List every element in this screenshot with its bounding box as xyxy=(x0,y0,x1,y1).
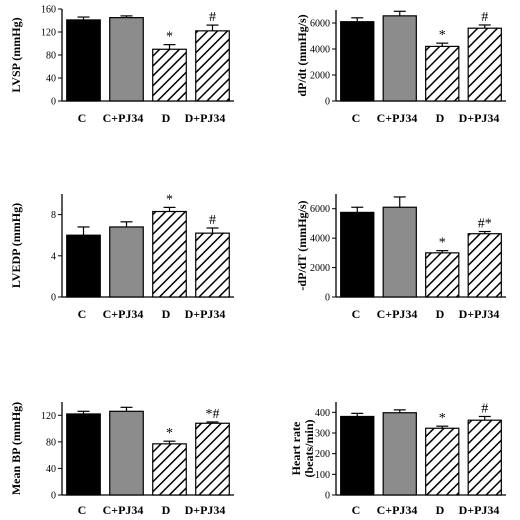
category-label: D xyxy=(162,307,171,321)
y-tick-label: 0 xyxy=(51,97,56,108)
y-tick-label: 0 xyxy=(325,491,330,502)
bar-d xyxy=(152,48,187,102)
bar-d-pj34 xyxy=(195,232,230,298)
bar-d-pj34 xyxy=(467,233,502,298)
category-label: D xyxy=(436,111,445,125)
significance-marker: * xyxy=(439,28,446,43)
panel-lvedp: 0 4 8 LVEDP (mmHg) C C+PJ34 * D # D+PJ34 xyxy=(9,192,234,321)
y-tick-label: 2000 xyxy=(310,263,330,274)
significance-marker: * xyxy=(439,411,446,426)
category-label: C xyxy=(78,111,87,125)
category-label: C xyxy=(352,307,361,321)
significance-marker: # xyxy=(209,10,216,25)
category-label: C+PJ34 xyxy=(377,111,418,125)
category-label: D+PJ34 xyxy=(459,307,500,321)
category-label: C xyxy=(78,503,87,517)
bar-d-pj34 xyxy=(195,422,230,496)
y-tick-label: 0 xyxy=(325,293,330,304)
y-tick-label: 2000 xyxy=(310,71,330,82)
y-tick-label: 0 xyxy=(51,293,56,304)
y-tick-label: 300 xyxy=(315,429,330,440)
bar-c-pj34 xyxy=(109,17,144,102)
bar-c xyxy=(340,211,375,298)
category-label: D+PJ34 xyxy=(459,503,500,517)
bar-c-pj34 xyxy=(109,410,144,496)
bar-d xyxy=(425,252,460,298)
y-axis-label: Heart rate xyxy=(289,421,303,475)
y-axis-label: dP/dt (mmHg/s) xyxy=(295,14,309,96)
y-tick-label: 4000 xyxy=(310,45,330,56)
bar-c-pj34 xyxy=(382,15,417,102)
y-tick-label: 160 xyxy=(41,5,56,16)
significance-marker: # xyxy=(481,10,488,25)
category-label: C+PJ34 xyxy=(377,307,418,321)
significance-marker: # xyxy=(481,401,488,416)
category-label: D xyxy=(162,111,171,125)
y-axis-label: (beats/min) xyxy=(302,420,316,478)
category-label: C+PJ34 xyxy=(103,111,144,125)
significance-marker: #* xyxy=(478,217,492,232)
significance-marker: * xyxy=(439,236,446,251)
bar-d xyxy=(425,45,460,102)
y-tick-label: 0 xyxy=(325,97,330,108)
bar-d xyxy=(152,443,187,496)
y-tick-label: 4000 xyxy=(310,234,330,245)
bar-d-pj34 xyxy=(195,30,230,102)
bar-c-pj34 xyxy=(382,412,417,496)
y-tick-label: 80 xyxy=(46,51,56,62)
y-tick-label: 0 xyxy=(51,491,56,502)
category-label: C+PJ34 xyxy=(103,307,144,321)
significance-marker: # xyxy=(209,213,216,228)
category-label: D xyxy=(436,503,445,517)
significance-marker: * xyxy=(166,30,173,45)
panel-meanbp: 0 40 80 120 Mean BP (mmHg) C C+PJ34 * D *# D+PJ34 xyxy=(9,402,234,517)
bar-c xyxy=(66,19,101,102)
category-label: C+PJ34 xyxy=(377,503,418,517)
category-label: C xyxy=(78,307,87,321)
category-label: C xyxy=(352,503,361,517)
bar-c-pj34 xyxy=(109,226,144,298)
bar-d-pj34 xyxy=(467,27,502,102)
bar-c xyxy=(66,234,101,298)
y-axis-label: LVSP (mmHg) xyxy=(9,17,23,92)
category-label: D xyxy=(436,307,445,321)
bar-c-pj34 xyxy=(382,206,417,298)
panel-minus_dpdt: 0 2000 4000 6000-dP/dT (mmHg/s) C C+PJ34 * D #* D… xyxy=(295,194,506,321)
category-label: D+PJ34 xyxy=(185,503,226,517)
category-label: C xyxy=(352,111,361,125)
y-tick-label: 6000 xyxy=(310,19,330,30)
y-tick-label: 80 xyxy=(46,437,56,448)
category-label: D+PJ34 xyxy=(459,111,500,125)
panel-lvsp: 0 40 80 120 160 LVSP (mmHg) C C+PJ34 * D # D+PJ34 xyxy=(9,5,234,125)
category-label: D+PJ34 xyxy=(185,307,226,321)
bar-d-pj34 xyxy=(467,419,502,496)
y-tick-label: 120 xyxy=(41,411,56,422)
y-tick-label: 120 xyxy=(41,28,56,39)
significance-marker: * xyxy=(166,192,173,207)
panel-heartrate: 0 100 200 300 400 Heart rate (beats/min) C C+PJ3… xyxy=(289,401,506,517)
bar-c xyxy=(340,415,375,496)
y-axis-label: -dP/dT (mmHg/s) xyxy=(295,200,309,290)
y-tick-label: 400 xyxy=(315,408,330,419)
y-tick-label: 40 xyxy=(46,74,56,85)
category-label: D+PJ34 xyxy=(185,111,226,125)
category-label: D xyxy=(162,503,171,517)
bar-c xyxy=(340,21,375,102)
y-axis-label: Mean BP (mmHg) xyxy=(9,402,23,495)
significance-marker: *# xyxy=(206,407,220,422)
significance-marker: * xyxy=(166,426,173,441)
y-tick-label: 200 xyxy=(315,449,330,460)
y-tick-label: 40 xyxy=(46,464,56,475)
y-tick-label: 6000 xyxy=(310,204,330,215)
bar-c xyxy=(66,413,101,496)
category-label: C+PJ34 xyxy=(103,503,144,517)
bar-d xyxy=(425,427,460,496)
y-tick-label: 100 xyxy=(315,470,330,481)
bar-d xyxy=(152,210,187,298)
y-tick-label: 8 xyxy=(51,210,56,221)
y-tick-label: 4 xyxy=(51,251,56,262)
y-axis-label: LVEDP (mmHg) xyxy=(9,203,23,288)
